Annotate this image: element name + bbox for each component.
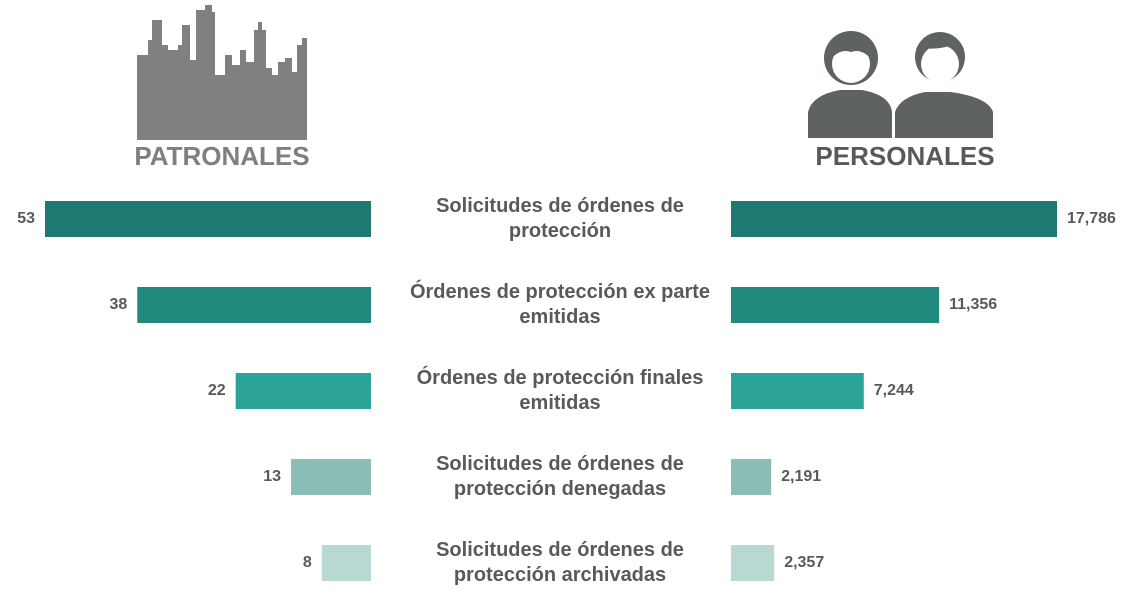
bar xyxy=(45,201,371,237)
value-label: 38 xyxy=(109,296,127,313)
category-label: Órdenes de protección finales emitidas xyxy=(416,367,704,414)
chart-title: PATRONALES xyxy=(134,141,309,171)
bar xyxy=(731,545,775,581)
category-label: Solicitudes de órdenes de protección den… xyxy=(436,453,684,500)
value-label: 13 xyxy=(263,468,281,485)
category-label: Solicitudes de órdenes de protección xyxy=(436,195,684,242)
bar xyxy=(731,287,940,323)
skyline-icon xyxy=(137,5,307,140)
bar xyxy=(731,459,772,495)
value-label: 53 xyxy=(17,210,35,227)
category-label: Solicitudes de órdenes de protección arc… xyxy=(436,539,684,586)
value-label: 2,191 xyxy=(781,468,821,485)
chart-title: PERSONALES xyxy=(815,141,994,171)
bar xyxy=(731,373,864,409)
value-label: 22 xyxy=(208,382,226,399)
value-label: 8 xyxy=(303,554,312,571)
value-label: 2,357 xyxy=(784,554,824,571)
bar xyxy=(235,373,371,409)
value-label: 17,786 xyxy=(1067,210,1116,227)
bar xyxy=(731,201,1057,237)
category-label: Órdenes de protección ex parte emitidas xyxy=(409,281,711,328)
bar xyxy=(291,459,371,495)
value-label: 11,356 xyxy=(949,296,997,313)
bar xyxy=(321,545,371,581)
people-icon xyxy=(808,31,993,138)
bar xyxy=(137,287,371,323)
value-label: 7,244 xyxy=(874,382,914,399)
